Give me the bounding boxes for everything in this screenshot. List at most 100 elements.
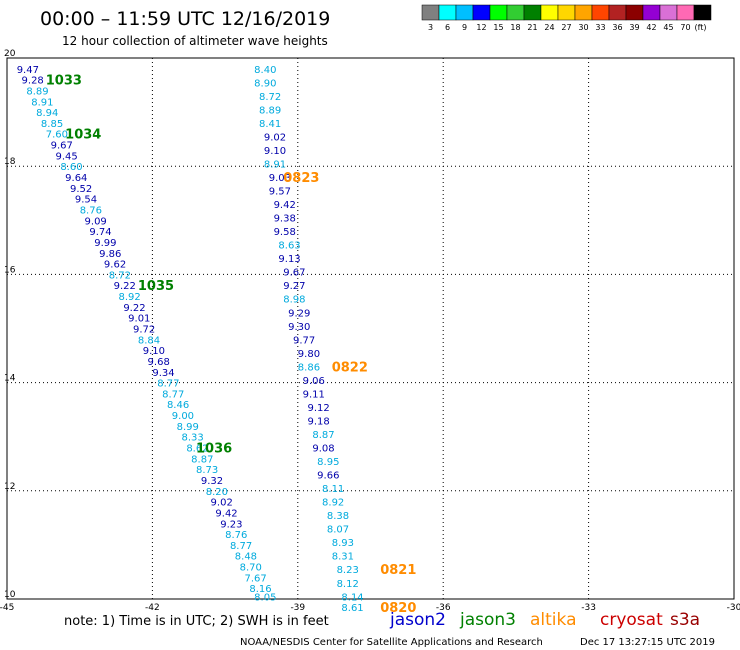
legend-label: 30 (578, 23, 588, 32)
legend-label: 70 (680, 23, 690, 32)
legend-swatch (676, 4, 695, 21)
legend-label: 33 (595, 23, 605, 32)
legend-label: 9 (462, 23, 467, 32)
wave-height-value: 9.67 (51, 141, 73, 152)
wave-height-value: 9.09 (85, 216, 107, 227)
pass-time-label: 1034 (65, 128, 101, 143)
wave-height-value: 9.30 (288, 322, 310, 333)
wave-height-value: 8.76 (225, 530, 247, 541)
x-tick-label: -42 (145, 603, 160, 613)
wave-height-value: 9.29 (288, 308, 310, 319)
legend-swatch (438, 4, 457, 21)
wave-height-value: 8.92 (322, 498, 344, 509)
wave-height-value: 9.11 (303, 389, 325, 400)
wave-height-value: 9.54 (75, 195, 97, 206)
pass-time-label: 0821 (380, 563, 416, 578)
wave-height-value: 8.92 (118, 292, 140, 303)
wave-height-value: 9.80 (298, 349, 320, 360)
satellite-name: jason3 (459, 610, 516, 630)
wave-height-value: 8.90 (254, 78, 276, 89)
wave-height-value: 8.62 (186, 444, 208, 455)
legend-swatch (421, 4, 440, 21)
pass-time-label: 1035 (138, 279, 174, 294)
pass-time-label: 1036 (196, 442, 232, 457)
wave-height-value: 8.63 (278, 241, 300, 252)
wave-height-value: 9.72 (133, 325, 155, 336)
wave-height-value: 9.57 (269, 187, 291, 198)
x-tick-label: -33 (581, 603, 596, 613)
wave-height-value: 9.02 (211, 498, 233, 509)
axis-ticks: -45 -42 -39 -36 -33 -30 20 18 16 14 12 10 (0, 49, 740, 613)
wave-height-value: 8.40 (254, 65, 276, 76)
wave-height-value: 9.10 (264, 146, 286, 157)
wave-height-value: 8.89 (259, 105, 281, 116)
wave-height-value: 8.70 (240, 563, 262, 574)
track-west: 9.479.288.898.918.948.857.609.679.458.60… (17, 65, 277, 603)
track-east: 8.40 8.90 8.72 8.89 8.41 9.02 9.10 8.91 9.03 9.57… (254, 65, 416, 616)
wave-height-value: 8.91 (31, 97, 53, 108)
wave-height-value: 8.72 (109, 270, 131, 281)
legend-label: 36 (612, 23, 622, 32)
legend-swatch (625, 4, 644, 21)
wave-height-value: 8.61 (341, 603, 363, 614)
page-subtitle: 12 hour collection of altimeter wave hei… (62, 34, 328, 48)
wave-height-value: 8.91 (264, 159, 286, 170)
legend-swatch (642, 4, 661, 21)
satellite-name: jason2 (389, 610, 446, 630)
pass-time-label: 1033 (46, 74, 82, 89)
legend-swatch (557, 4, 576, 21)
wave-height-value: 8.41 (259, 119, 281, 130)
wave-height-value: 9.52 (70, 184, 92, 195)
wave-height-value: 9.34 (152, 368, 174, 379)
wave-height-value: 9.32 (201, 476, 223, 487)
legend-swatch (693, 4, 712, 21)
wave-height-value: 9.47 (17, 65, 39, 76)
legend-swatch (540, 4, 559, 21)
wave-height-value: 9.77 (293, 335, 315, 346)
wave-height-value: 8.77 (230, 541, 252, 552)
wave-height-value: 9.10 (143, 346, 165, 357)
wave-height-value: 9.68 (148, 357, 170, 368)
x-tick-label: -36 (436, 603, 451, 613)
wave-height-value: 9.01 (128, 314, 150, 325)
x-tick-label: -30 (727, 603, 740, 613)
y-tick-label: 12 (4, 482, 15, 492)
legend-swatch (489, 4, 508, 21)
wave-height-value: 9.23 (220, 519, 242, 530)
wave-height-value: 8.16 (249, 584, 271, 595)
wave-height-value: 8.12 (337, 579, 359, 590)
legend-swatch (659, 4, 678, 21)
wave-height-value: 8.38 (327, 511, 349, 522)
wave-height-value: 9.58 (274, 227, 296, 238)
y-tick-label: 18 (4, 157, 16, 167)
legend-label: 18 (510, 23, 520, 32)
satellite-name: s3a (670, 610, 700, 630)
legend-swatch (608, 4, 627, 21)
wave-height-value: 8.05 (254, 592, 276, 603)
satellite-name: altika (530, 610, 577, 630)
wave-height-value: 8.07 (327, 525, 349, 536)
legend-label: 45 (663, 23, 673, 32)
wave-height-value: 9.03 (269, 173, 291, 184)
wave-height-value: 9.74 (89, 227, 111, 238)
wave-height-value: 9.64 (65, 173, 87, 184)
wave-height-value: 8.46 (167, 400, 189, 411)
color-scale-legend: 3 6 9 12 15 18 21 24 27 30 33 36 39 42 45 70 (ft) (421, 4, 712, 32)
wave-height-value: 8.33 (181, 433, 203, 444)
satellite-legend: jason2 jason3 altika cryosat s3a (389, 610, 700, 630)
x-tick-label: -45 (0, 603, 14, 613)
wave-height-value: 9.42 (274, 200, 296, 211)
pass-time-label: 0820 (380, 601, 416, 616)
wave-height-value: 8.94 (36, 108, 58, 119)
wave-height-value: 8.87 (312, 430, 334, 441)
wave-height-value: 9.42 (215, 508, 237, 519)
wave-height-value: 8.60 (60, 162, 82, 173)
wave-height-value: 9.86 (99, 249, 121, 260)
wave-height-value: 9.00 (172, 411, 194, 422)
wave-height-value: 8.84 (138, 335, 160, 346)
legend-swatch (455, 4, 474, 21)
wave-height-value: 8.95 (317, 457, 339, 468)
footer-credit: NOAA/NESDIS Center for Satellite Applica… (240, 637, 543, 648)
